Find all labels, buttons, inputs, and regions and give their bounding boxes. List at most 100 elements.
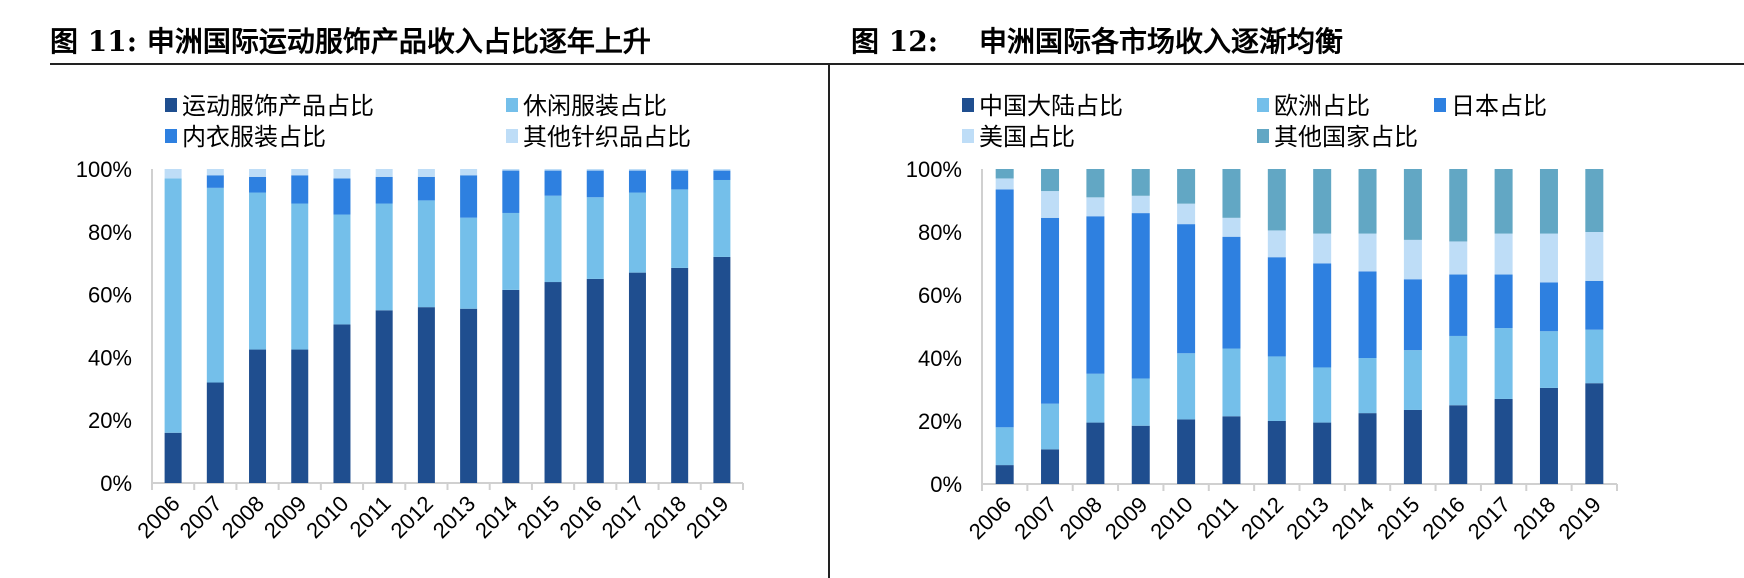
- x-tick-label: 2014: [470, 491, 522, 543]
- x-tick-label: 2006: [132, 491, 184, 543]
- bar-segment-2018-2: [671, 189, 689, 268]
- bar-segment-2006-3: [995, 189, 1014, 428]
- x-tick-label: 2015: [1372, 492, 1424, 544]
- bar-segment-2017-1: [628, 272, 646, 483]
- bar-segment-2017-3: [1494, 274, 1513, 329]
- bar-segment-2009-5: [1131, 169, 1150, 196]
- bar-segment-2013-1: [460, 308, 478, 483]
- legend-label: 日本占比: [1451, 92, 1547, 120]
- bar-segment-2008-4: [249, 169, 267, 177]
- bar-segment-2017-3: [628, 170, 646, 193]
- bar-segment-2008-5: [1086, 169, 1105, 198]
- bar-segment-2009-1: [1131, 425, 1150, 484]
- legend-swatch: [1257, 98, 1269, 112]
- bar-segment-2017-2: [1494, 328, 1513, 399]
- y-tick-label: 0%: [100, 471, 132, 496]
- bar-segment-2009-4: [1131, 195, 1150, 214]
- bar-segment-2006-1: [164, 432, 182, 483]
- y-tick-label: 60%: [918, 283, 962, 308]
- bar-segment-2014-2: [502, 212, 520, 290]
- bar-segment-2016-1: [586, 278, 604, 483]
- bar-segment-2007-1: [1041, 449, 1060, 484]
- bar-segment-2019-1: [1585, 383, 1604, 484]
- bar-segment-2019-4: [1585, 232, 1604, 281]
- bar-segment-2013-2: [460, 217, 478, 309]
- figure-12-text: 申洲国际各市场收入逐渐均衡: [979, 25, 1344, 58]
- y-tick-label: 80%: [918, 220, 962, 245]
- bar-segment-2019-1: [713, 256, 731, 483]
- bar-segment-2006-1: [995, 465, 1014, 484]
- y-tick-label: 100%: [76, 157, 132, 182]
- x-tick-label: 2012: [386, 491, 438, 543]
- bar-segment-2011-5: [1222, 169, 1241, 218]
- x-tick-label: 2007: [1009, 492, 1061, 544]
- bar-segment-2017-1: [1494, 398, 1513, 484]
- bar-segment-2010-1: [1177, 419, 1196, 484]
- bar-segment-2019-3: [1585, 280, 1604, 330]
- bar-segment-2014-1: [502, 289, 520, 483]
- x-tick-label: 2010: [301, 491, 353, 543]
- bar-segment-2011-2: [1222, 348, 1241, 417]
- bar-segment-2014-5: [1358, 169, 1377, 234]
- bar-segment-2011-1: [375, 310, 393, 483]
- bar-segment-2014-4: [1358, 233, 1377, 272]
- x-tick-label: 2007: [175, 491, 227, 543]
- bar-segment-2012-1: [417, 307, 435, 483]
- bar-segment-2011-4: [1222, 217, 1241, 237]
- y-tick-label: 40%: [918, 346, 962, 371]
- bar-segment-2018-3: [671, 170, 689, 190]
- bar-segment-2018-1: [1539, 387, 1558, 484]
- bar-segment-2014-1: [1358, 413, 1377, 484]
- figure-11-text: 申洲国际运动服饰产品收入占比逐年上升: [146, 25, 651, 58]
- bar-segment-2018-3: [1539, 282, 1558, 332]
- bar-segment-2019-2: [1585, 329, 1604, 384]
- bar-segment-2017-5: [1494, 169, 1513, 234]
- y-tick-label: 0%: [930, 472, 962, 497]
- bar-segment-2008-2: [249, 192, 267, 350]
- bar-segment-2019-4: [713, 169, 731, 171]
- bar-segment-2010-1: [333, 324, 351, 483]
- legend-swatch: [962, 98, 974, 112]
- bar-segment-2007-2: [1041, 403, 1060, 450]
- bar-segment-2012-5: [1267, 169, 1286, 231]
- bar-segment-2006-2: [995, 427, 1014, 466]
- bar-segment-2009-2: [1131, 378, 1150, 426]
- legend-swatch: [1434, 98, 1446, 112]
- bar-segment-2007-4: [206, 169, 224, 176]
- bar-segment-2009-3: [1131, 213, 1150, 379]
- legend-label: 运动服饰产品占比: [182, 92, 374, 120]
- bar-segment-2015-4: [1403, 239, 1422, 280]
- bar-segment-2016-4: [1449, 241, 1468, 275]
- bar-segment-2010-3: [1177, 224, 1196, 354]
- bar-segment-2012-2: [417, 200, 435, 308]
- bar-segment-2017-4: [1494, 233, 1513, 275]
- x-tick-label: 2006: [964, 492, 1016, 544]
- bar-segment-2018-4: [1539, 233, 1558, 283]
- bar-segment-2016-1: [1449, 405, 1468, 484]
- bar-segment-2013-5: [1313, 169, 1332, 234]
- bar-segment-2012-4: [417, 169, 435, 177]
- bar-segment-2014-3: [1358, 271, 1377, 358]
- bar-segment-2010-4: [1177, 203, 1196, 225]
- legend-label: 内衣服装占比: [182, 123, 326, 151]
- bar-segment-2015-1: [544, 282, 562, 483]
- bar-segment-2016-2: [586, 197, 604, 279]
- bar-segment-2010-4: [333, 169, 351, 179]
- x-tick-label: 2017: [1463, 492, 1515, 544]
- x-tick-label: 2010: [1145, 492, 1197, 544]
- bar-segment-2015-2: [1403, 350, 1422, 410]
- bar-segment-2017-4: [628, 169, 646, 171]
- bar-segment-2018-2: [1539, 331, 1558, 388]
- bar-segment-2010-2: [1177, 353, 1196, 420]
- x-tick-label: 2011: [345, 491, 396, 542]
- bar-segment-2019-3: [713, 170, 731, 180]
- bar-segment-2009-1: [291, 349, 309, 483]
- bar-segment-2015-3: [1403, 279, 1422, 351]
- figure-11-title: 图 11: 申洲国际运动服饰产品收入占比逐年上升: [50, 20, 651, 60]
- bar-segment-2018-5: [1539, 169, 1558, 234]
- x-tick-label: 2019: [681, 491, 733, 543]
- bar-segment-2008-1: [249, 349, 267, 483]
- bar-segment-2010-5: [1177, 169, 1196, 204]
- bar-segment-2019-2: [713, 179, 731, 257]
- bar-segment-2015-2: [544, 195, 562, 283]
